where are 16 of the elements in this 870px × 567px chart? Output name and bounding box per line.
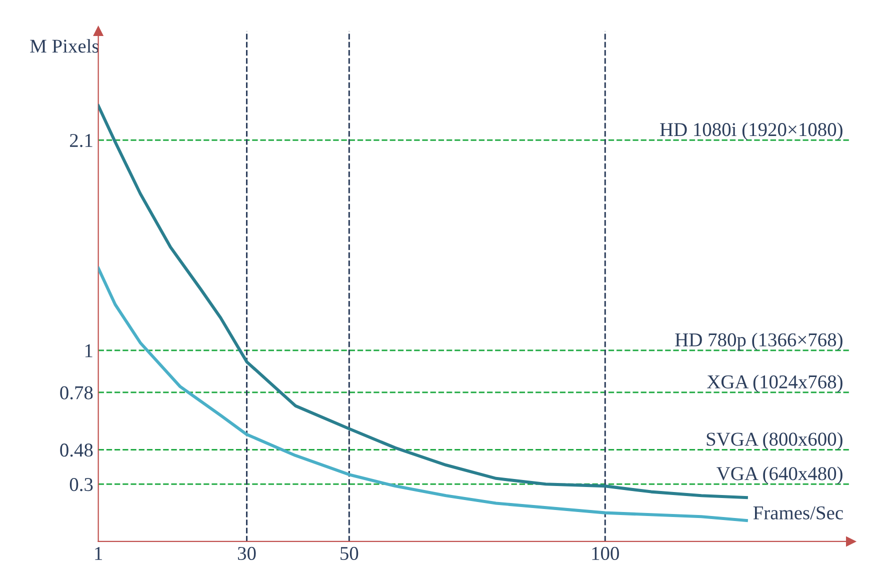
y-tick-label: 0.48 — [60, 444, 93, 457]
x-tick-label: 30 — [238, 546, 256, 560]
ref-line-label: SVGA (800x600) — [706, 432, 842, 450]
x-axis-title: Frames/Sec — [753, 506, 843, 520]
ref-line-label: HD 1080i (1920×1080) — [660, 122, 842, 140]
y-tick-label: 2.1 — [70, 134, 92, 148]
y-axis-title: M Pixels — [30, 39, 99, 53]
ref-line-label: VGA (640x480) — [716, 466, 842, 484]
ref-line-label: XGA (1024x768) — [707, 374, 842, 392]
ref-line-label: HD 780p (1366×768) — [675, 332, 842, 350]
y-tick-label: 1 — [85, 344, 92, 358]
x-tick-label: 100 — [592, 546, 619, 560]
x-tick-label: 1 — [95, 547, 102, 560]
x-tick-label: 50 — [340, 546, 358, 560]
y-tick-label: 0.3 — [70, 478, 93, 492]
y-tick-label: 0.78 — [60, 386, 93, 400]
